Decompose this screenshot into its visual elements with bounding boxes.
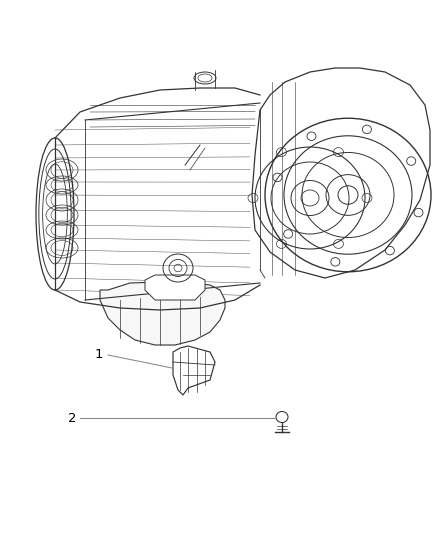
Polygon shape: [145, 275, 205, 300]
Text: 1: 1: [95, 349, 103, 361]
Text: 2: 2: [68, 411, 77, 424]
Polygon shape: [173, 346, 215, 395]
Ellipse shape: [276, 411, 288, 423]
Polygon shape: [100, 282, 225, 345]
